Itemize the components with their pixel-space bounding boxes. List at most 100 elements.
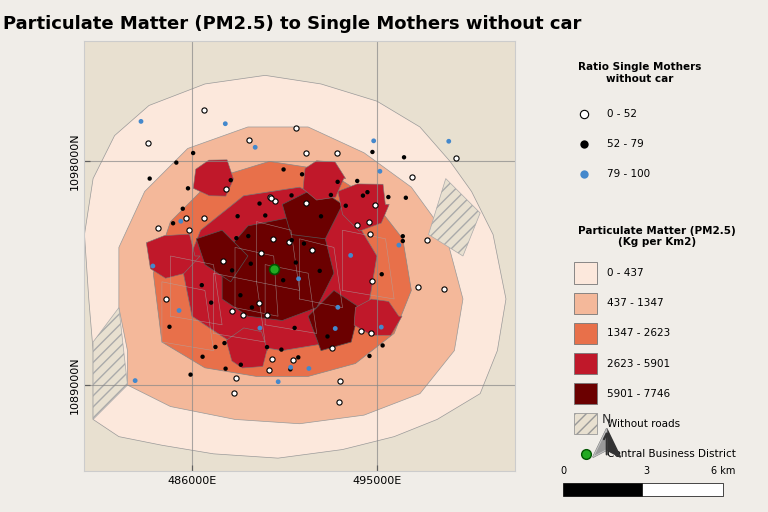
Point bbox=[129, 376, 141, 385]
Point bbox=[249, 143, 261, 152]
Point bbox=[382, 193, 395, 201]
Point bbox=[332, 303, 344, 311]
Point bbox=[331, 149, 343, 157]
Point bbox=[253, 324, 266, 332]
Polygon shape bbox=[147, 234, 200, 278]
Text: 5901 - 7746: 5901 - 7746 bbox=[607, 389, 670, 399]
Polygon shape bbox=[184, 187, 377, 351]
Point bbox=[363, 352, 376, 360]
Point bbox=[264, 193, 276, 201]
Point bbox=[255, 249, 267, 257]
Text: 3: 3 bbox=[644, 465, 649, 476]
Point bbox=[376, 270, 388, 279]
Point bbox=[210, 343, 222, 351]
Polygon shape bbox=[429, 179, 480, 256]
Point bbox=[184, 371, 197, 379]
Polygon shape bbox=[194, 160, 234, 196]
Polygon shape bbox=[308, 290, 359, 351]
Point bbox=[161, 295, 173, 303]
Point bbox=[442, 137, 455, 145]
Polygon shape bbox=[593, 429, 607, 457]
Point bbox=[450, 154, 462, 162]
Point bbox=[180, 215, 193, 223]
Point bbox=[266, 235, 279, 243]
Point bbox=[289, 324, 301, 332]
Point bbox=[298, 240, 310, 248]
Point bbox=[196, 281, 208, 289]
Text: N: N bbox=[602, 413, 611, 426]
Polygon shape bbox=[593, 429, 621, 457]
Point bbox=[230, 234, 243, 242]
Text: 79 - 100: 79 - 100 bbox=[607, 169, 650, 179]
Point bbox=[332, 178, 344, 186]
Point bbox=[321, 332, 333, 340]
Point bbox=[226, 266, 238, 274]
Polygon shape bbox=[154, 161, 412, 376]
Point bbox=[355, 327, 367, 335]
Point bbox=[147, 262, 159, 270]
Point bbox=[198, 214, 210, 222]
Point bbox=[396, 232, 409, 240]
Point bbox=[438, 285, 450, 293]
Point bbox=[392, 241, 405, 249]
Point bbox=[234, 291, 247, 300]
Point bbox=[228, 389, 240, 397]
Point bbox=[264, 194, 276, 202]
Point bbox=[167, 219, 179, 227]
Point bbox=[374, 167, 386, 176]
Point bbox=[364, 230, 376, 238]
Point bbox=[396, 237, 409, 245]
Point bbox=[290, 124, 302, 132]
Text: 6 km: 6 km bbox=[711, 465, 735, 476]
Point bbox=[399, 194, 412, 202]
Point bbox=[406, 173, 419, 181]
Text: Central Business District: Central Business District bbox=[607, 449, 736, 459]
Point bbox=[329, 325, 342, 333]
Point bbox=[277, 165, 290, 174]
Point bbox=[364, 329, 376, 337]
Point bbox=[421, 236, 433, 244]
Bar bbox=[574, 292, 597, 314]
Bar bbox=[574, 383, 597, 404]
Point bbox=[300, 199, 312, 207]
Point bbox=[306, 246, 319, 254]
Point bbox=[231, 212, 243, 220]
Point bbox=[303, 365, 315, 373]
Point bbox=[260, 311, 273, 319]
Point bbox=[357, 191, 369, 200]
Point bbox=[376, 342, 389, 350]
Point bbox=[237, 311, 249, 319]
Point bbox=[187, 149, 199, 157]
Point bbox=[263, 366, 276, 374]
Point bbox=[284, 365, 296, 373]
Point bbox=[368, 137, 380, 145]
Point bbox=[277, 276, 290, 284]
Text: Ratio Single Mothers
without car: Ratio Single Mothers without car bbox=[578, 62, 701, 84]
Polygon shape bbox=[84, 75, 506, 458]
Text: 0 - 437: 0 - 437 bbox=[607, 268, 644, 278]
Point bbox=[284, 363, 296, 371]
Point bbox=[253, 299, 265, 307]
Point bbox=[286, 236, 298, 244]
Point bbox=[334, 377, 346, 386]
Point bbox=[283, 239, 295, 247]
Point bbox=[219, 120, 231, 128]
Point bbox=[326, 344, 339, 352]
Point bbox=[217, 257, 230, 265]
Polygon shape bbox=[93, 308, 127, 419]
Text: 0 - 52: 0 - 52 bbox=[607, 109, 637, 119]
Point bbox=[246, 303, 258, 311]
Bar bbox=[563, 483, 642, 496]
Point bbox=[144, 175, 156, 183]
Text: Particulate Matter (PM2.5) to Single Mothers without car: Particulate Matter (PM2.5) to Single Mot… bbox=[2, 15, 581, 33]
Point bbox=[269, 197, 281, 205]
Point bbox=[292, 353, 304, 361]
Point bbox=[267, 265, 280, 273]
Point bbox=[242, 232, 254, 240]
Point bbox=[152, 223, 164, 231]
Point bbox=[197, 353, 209, 361]
Point bbox=[245, 260, 257, 268]
Point bbox=[345, 251, 357, 260]
Point bbox=[182, 184, 194, 193]
Point bbox=[226, 307, 238, 315]
